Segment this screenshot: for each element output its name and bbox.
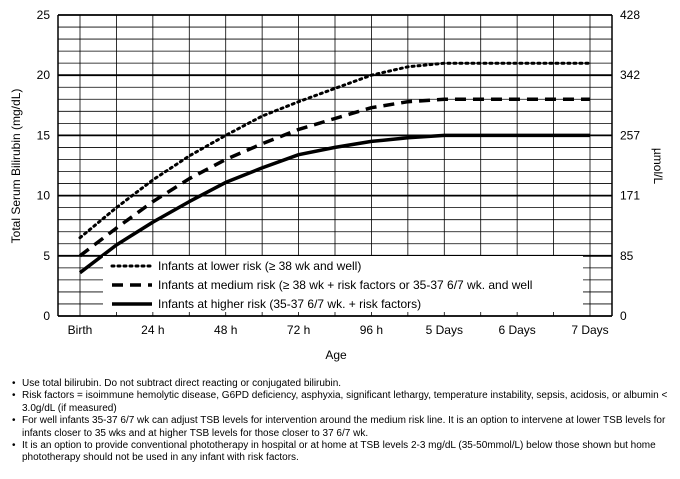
series-line-dotted [78,61,592,240]
chart-legend: Infants at lower risk (≥ 38 wk and well)… [103,256,583,312]
chart-series-group [78,61,592,275]
y2-tick-label: 342 [620,68,640,82]
y2-tick-label: 171 [620,189,640,203]
bilirubin-chart: Infants at lower risk (≥ 38 wk and well)… [9,8,665,362]
y-tick-label: 10 [37,189,51,203]
chart-ticks: 0 5 10 15 20 25 0 85 171 257 342 428 Birth 24 h 48 h 72… [37,8,641,337]
x-tick-label: Birth [68,323,93,337]
x-tick-label: 6 Days [498,323,535,337]
x-tick-label: 5 Days [426,323,463,337]
y2-tick-label: 85 [620,249,634,263]
legend-label: Infants at lower risk (≥ 38 wk and well) [158,259,361,273]
y-axis-title: Total Serum Bilirubin (mg/dL) [9,89,23,244]
series-line-solid [78,133,590,275]
x-tick-label: 96 h [360,323,383,337]
x-tick-label: 24 h [141,323,164,337]
y-tick-label: 15 [37,128,51,142]
y-tick-label: 25 [37,8,51,22]
footnote-item: Risk factors = isoimmune hemolytic disea… [12,390,672,415]
y-tick-label: 5 [43,249,50,263]
x-tick-label: 7 Days [571,323,608,337]
footnote-item: It is an option to provide conventional … [12,440,672,465]
series-line-dashed [78,97,590,258]
y-tick-label: 20 [37,68,51,82]
x-tick-label: 72 h [287,323,310,337]
x-axis-title: Age [325,348,347,362]
footnote-item: Use total bilirubin. Do not subtract dir… [12,378,672,391]
footnotes-list: Use total bilirubin. Do not subtract dir… [12,378,672,465]
x-tick-label: 48 h [214,323,237,337]
y2-tick-label: 257 [620,128,640,142]
y2-tick-label: 0 [620,309,627,323]
legend-label: Infants at higher risk (35-37 6/7 wk. + … [158,297,421,311]
y2-axis-title: µmol/L [651,148,665,185]
legend-label: Infants at medium risk (≥ 38 wk + risk f… [158,278,532,292]
y-tick-label: 0 [43,309,50,323]
footnote-item: For well infants 35-37 6/7 wk can adjust… [12,415,672,440]
legend-box [103,256,583,312]
y2-tick-label: 428 [620,8,640,22]
